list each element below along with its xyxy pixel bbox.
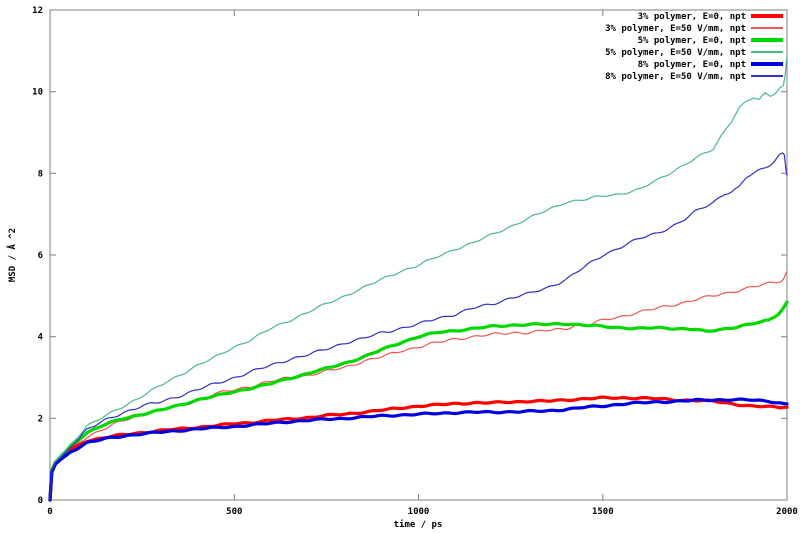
legend-label: 8% polymer, E=0, npt — [638, 60, 746, 70]
y-axis-label: MSD / Å ^2 — [7, 228, 18, 282]
x-tick-label: 500 — [226, 507, 242, 517]
legend-label: 5% polymer, E=0, npt — [638, 36, 746, 46]
y-tick-label: 0 — [38, 496, 43, 506]
legend-label: 3% polymer, E=0, npt — [638, 12, 746, 22]
y-tick-label: 12 — [32, 6, 43, 16]
series-line-3 — [49, 54, 788, 501]
x-tick-label: 2000 — [776, 507, 798, 517]
y-tick-label: 2 — [38, 414, 43, 424]
y-tick-label: 10 — [32, 88, 43, 98]
series-line-0 — [48, 395, 789, 502]
series-line-4 — [48, 397, 789, 502]
x-axis-label: time / ps — [394, 519, 443, 530]
legend-label: 3% polymer, E=50 V/mm, npt — [605, 24, 746, 34]
legend-label: 5% polymer, E=50 V/mm, npt — [605, 48, 746, 58]
legend-label: 8% polymer, E=50 V/mm, npt — [605, 72, 746, 82]
x-tick-label: 0 — [47, 507, 52, 517]
x-tick-label: 1000 — [408, 507, 430, 517]
y-tick-label: 4 — [38, 333, 44, 343]
x-tick-label: 1500 — [592, 507, 614, 517]
plot-border — [49, 9, 788, 501]
y-tick-label: 8 — [38, 169, 43, 179]
series-line-2 — [48, 300, 789, 502]
series-line-5 — [49, 152, 788, 501]
y-tick-label: 6 — [38, 251, 43, 261]
